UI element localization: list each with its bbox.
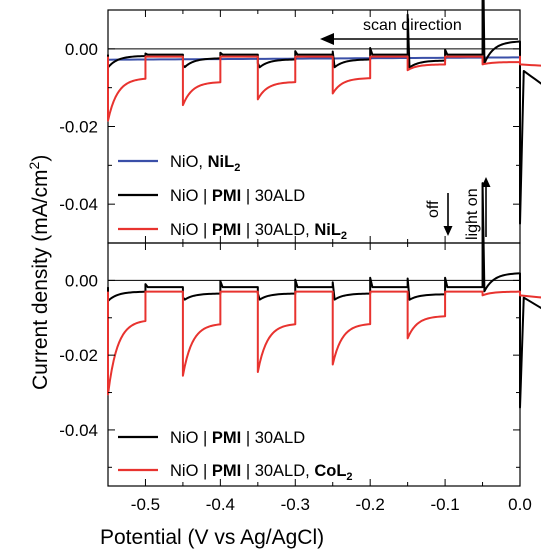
- bottom-x-tick-label: -0.4: [206, 495, 235, 514]
- off-arrowhead: [443, 226, 453, 236]
- bottom-x-tick-label: -0.5: [131, 495, 160, 514]
- bottom-series-2: [107, 290, 541, 396]
- legend-label: NiO | PMI | 30ALD, CoL2: [170, 462, 353, 483]
- y-axis-title-close: ): [29, 155, 52, 162]
- top-series-1: [107, 56, 521, 61]
- tick-labels: 0.00 -0.02 -0.04 0.00 -0.02 -0.04 -0.5 -0.4 -0.3…: [59, 40, 532, 514]
- y-axis-title-main: Current density (mA/cm: [29, 169, 52, 390]
- legend-label: NiO | PMI | 30ALD, NiL2: [170, 221, 347, 242]
- axes-frames: [107, 9, 521, 487]
- bottom-y-tick-label: 0.00: [65, 271, 98, 290]
- top-series-3: [107, 55, 541, 122]
- top-y-tick-label: -0.04: [59, 195, 98, 214]
- bottom-x-tick-label: 0.0: [508, 495, 532, 514]
- tick-marks: [107, 9, 521, 486]
- x-axis-title: Potential (V vs Ag/AgCl): [100, 526, 324, 549]
- scan-direction-arrowhead: [320, 33, 334, 45]
- top-series-2: [107, 0, 541, 225]
- legend-label: NiO | PMI | 30ALD: [170, 187, 305, 205]
- light-switch-annotation: off light on: [425, 177, 491, 240]
- scan-direction-label: scan direction: [363, 17, 462, 34]
- bottom-y-tick-label: -0.04: [59, 421, 98, 440]
- bottom-panel-frame: [107, 242, 521, 487]
- top-y-tick-label: -0.02: [59, 118, 98, 137]
- light-on-label: light on: [464, 188, 481, 240]
- legend-bottom: NiO | PMI | 30ALD NiO | PMI | 30ALD, CoL2: [118, 429, 353, 483]
- scan-direction-annotation: scan direction: [320, 17, 518, 45]
- bottom-x-tick-label: -0.1: [430, 495, 459, 514]
- top-panel-frame: [107, 9, 521, 244]
- bottom-x-tick-label: -0.2: [356, 495, 385, 514]
- bottom-y-tick-label: -0.02: [59, 346, 98, 365]
- y-axis-title-superscript: 2: [26, 161, 42, 169]
- legend-label: NiO, NiL2: [170, 153, 240, 174]
- data-series: [107, 0, 541, 409]
- light-on-arrowhead: [481, 177, 491, 187]
- off-label: off: [425, 200, 442, 218]
- y-axis-title: Current density (mA/cm2): [26, 155, 52, 390]
- top-y-tick-label: 0.00: [65, 40, 98, 59]
- legend-top: NiO, NiL2 NiO | PMI | 30ALD NiO | PMI | 30…: [118, 153, 347, 242]
- bottom-x-tick-label: -0.3: [281, 495, 310, 514]
- legend-label: NiO | PMI | 30ALD: [170, 429, 305, 447]
- bottom-series-1: [107, 182, 541, 409]
